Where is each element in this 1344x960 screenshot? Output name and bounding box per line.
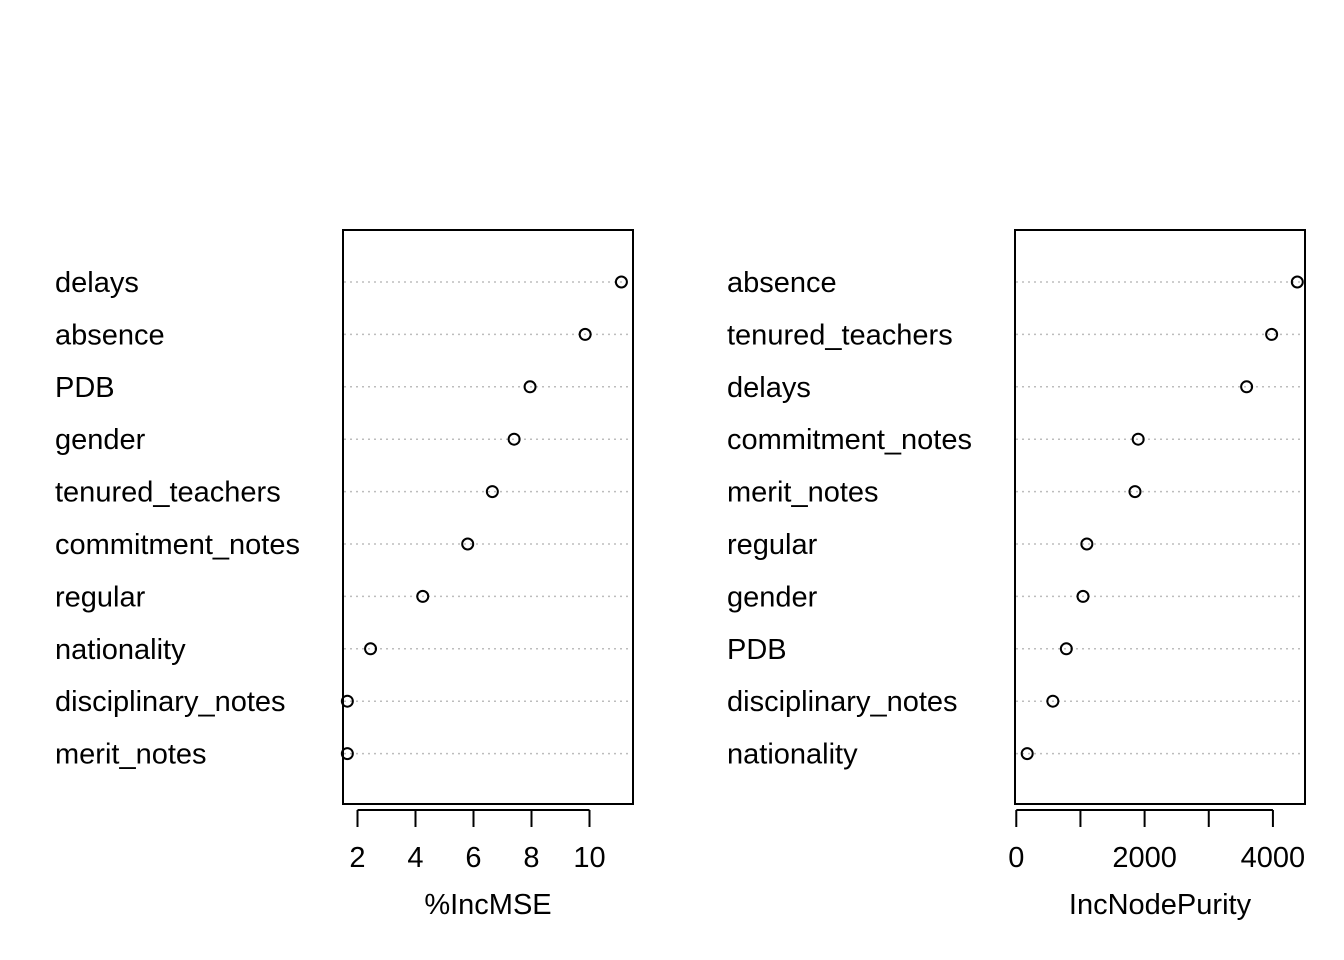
incmse-point (614, 275, 628, 289)
incnodepurity-plot-box (1014, 229, 1306, 805)
incmse-panel: delays absence PDB gender tenured_teachersco… (55, 229, 634, 921)
incnodepurity-category-label: gender (727, 581, 818, 613)
incnodepurity-category-label: delays (727, 372, 811, 404)
incmse-x-axis-label: %IncMSE (424, 889, 551, 921)
incmse-x-tick-label: 8 (523, 842, 539, 874)
incmse-point (461, 537, 475, 551)
incmse-point (485, 485, 499, 499)
incnodepurity-x-tick-label: 0 (1008, 842, 1024, 874)
incnodepurity-point (1080, 537, 1094, 551)
incmse-x-tick-label: 6 (465, 842, 481, 874)
incmse-x-tick-label: 10 (573, 842, 605, 874)
incnodepurity-point (1076, 589, 1090, 603)
incmse-category-label: absence (55, 319, 165, 351)
incnodepurity-category-label: PDB (727, 634, 787, 666)
incmse-category-label: merit_notes (55, 739, 207, 771)
incmse-category-label: regular (55, 581, 146, 613)
incnodepurity-category-label: disciplinary_notes (727, 686, 958, 718)
incmse-point (578, 327, 592, 341)
incnodepurity-category-label: regular (727, 529, 818, 561)
incnodepurity-point (1059, 642, 1073, 656)
incmse-category-label: delays (55, 267, 139, 299)
incnodepurity-category-label: merit_notes (727, 477, 879, 509)
incnodepurity-point (1290, 275, 1304, 289)
incmse-category-label: disciplinary_notes (55, 686, 286, 718)
incmse-point (523, 380, 537, 394)
incmse-category-label: PDB (55, 372, 115, 404)
incnodepurity-category-label: commitment_notes (727, 424, 972, 456)
incmse-category-label: commitment_notes (55, 529, 300, 561)
incmse-point (416, 589, 430, 603)
incmse-point (364, 642, 378, 656)
incmse-point (340, 694, 354, 708)
incnodepurity-x-axis-label: IncNodePurity (1069, 889, 1252, 921)
incnodepurity-point (1128, 485, 1142, 499)
incmse-x-tick-label: 2 (349, 842, 365, 874)
incmse-category-label: tenured_teachers (55, 477, 281, 509)
incnodepurity-category-label: nationality (727, 739, 858, 771)
incmse-category-label: gender (55, 424, 146, 456)
incmse-plot-box (342, 229, 634, 805)
incnodepurity-point (1046, 694, 1060, 708)
incmse-point (340, 747, 354, 761)
incnodepurity-x-tick-label: 2000 (1112, 842, 1177, 874)
incnodepurity-point (1265, 327, 1279, 341)
incnodepurity-category-label: tenured_teachers (727, 319, 953, 351)
incmse-point (507, 432, 521, 446)
incnodepurity-category-label: absence (727, 267, 837, 299)
incnodepurity-point (1131, 432, 1145, 446)
incnodepurity-x-tick-label: 4000 (1241, 842, 1306, 874)
incmse-category-label: nationality (55, 634, 186, 666)
incnodepurity-point (1020, 747, 1034, 761)
incmse-x-tick-label: 4 (407, 842, 423, 874)
incnodepurity-point (1240, 380, 1254, 394)
